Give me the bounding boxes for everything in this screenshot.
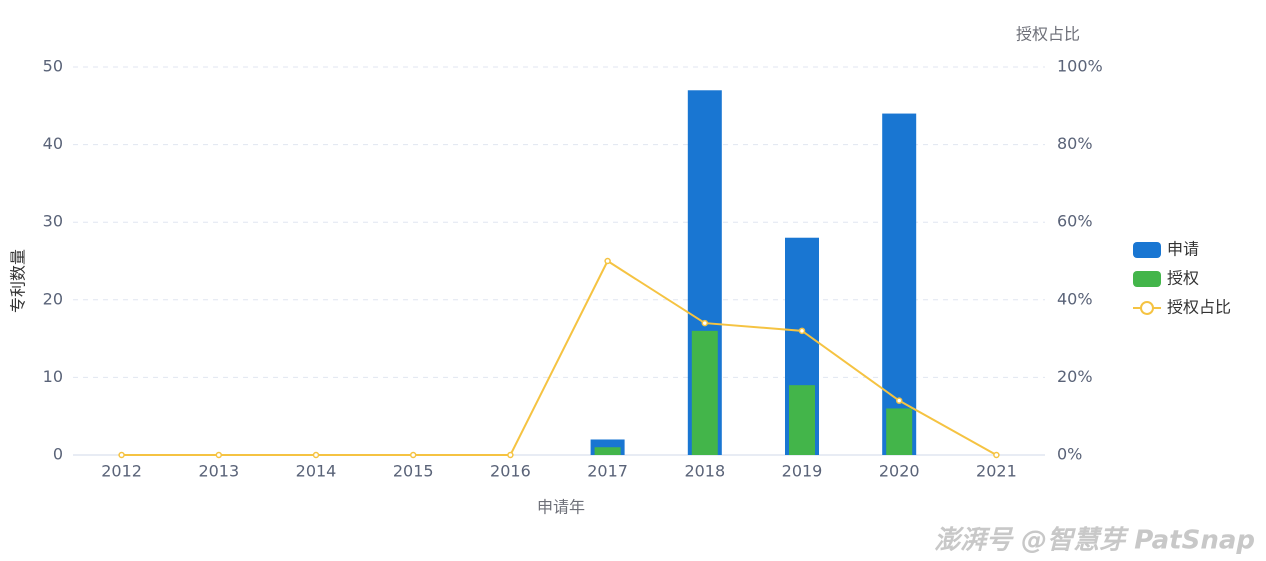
legend-marker: [1140, 301, 1154, 315]
x-axis-title: 申请年: [537, 498, 585, 517]
y2-tick-label: 0%: [1057, 445, 1082, 464]
y2-tick-label: 40%: [1057, 289, 1093, 308]
y-tick-label: 0: [53, 445, 63, 464]
legend-swatch: [1133, 242, 1161, 258]
y-tick-label: 50: [43, 57, 63, 76]
y2-tick-label: 60%: [1057, 212, 1093, 231]
y2-tick-label: 80%: [1057, 134, 1093, 153]
y2-tick-label: 20%: [1057, 367, 1093, 386]
line: [121, 259, 997, 456]
x-tick-label: 2020: [879, 462, 920, 481]
bar: [691, 330, 718, 455]
bar: [886, 408, 913, 455]
bar: [789, 385, 815, 455]
x-tick-label: 2012: [101, 462, 142, 481]
line-point: [409, 451, 417, 459]
x-tick-label: 2015: [393, 462, 434, 481]
line-point: [507, 451, 514, 459]
y-tick-label: 20: [43, 289, 63, 308]
line-point: [312, 451, 320, 459]
line-point: [798, 327, 806, 335]
y-axis-title: 专利数量: [9, 249, 28, 313]
line-point: [701, 319, 709, 327]
line-point: [118, 451, 125, 459]
watermark: 澎湃号 @智慧芽 PatSnap: [934, 526, 1255, 556]
line-point: [215, 451, 223, 459]
legend-swatch: [1133, 271, 1161, 287]
y2-axis-title: 授权占比: [1016, 25, 1080, 44]
bar: [594, 447, 621, 455]
y-tick-label: 30: [43, 212, 63, 231]
y-tick-label: 10: [43, 367, 63, 386]
line-point: [604, 257, 611, 265]
y2-tick-label: 100%: [1057, 57, 1103, 76]
y-tick-label: 40: [43, 134, 63, 153]
x-tick-label: 2013: [198, 462, 239, 481]
legend-label: 授权占比: [1167, 298, 1231, 317]
legend-label: 授权: [1167, 269, 1199, 288]
line-point: [993, 451, 1000, 459]
line-point: [895, 397, 903, 404]
x-tick-label: 2014: [296, 462, 337, 481]
x-tick-label: 2021: [976, 462, 1017, 481]
x-tick-label: 2019: [782, 462, 823, 481]
legend-label: 申请: [1167, 240, 1199, 259]
x-tick-label: 2017: [587, 462, 628, 481]
x-tick-label: 2016: [490, 462, 531, 481]
x-tick-label: 2018: [684, 462, 725, 481]
